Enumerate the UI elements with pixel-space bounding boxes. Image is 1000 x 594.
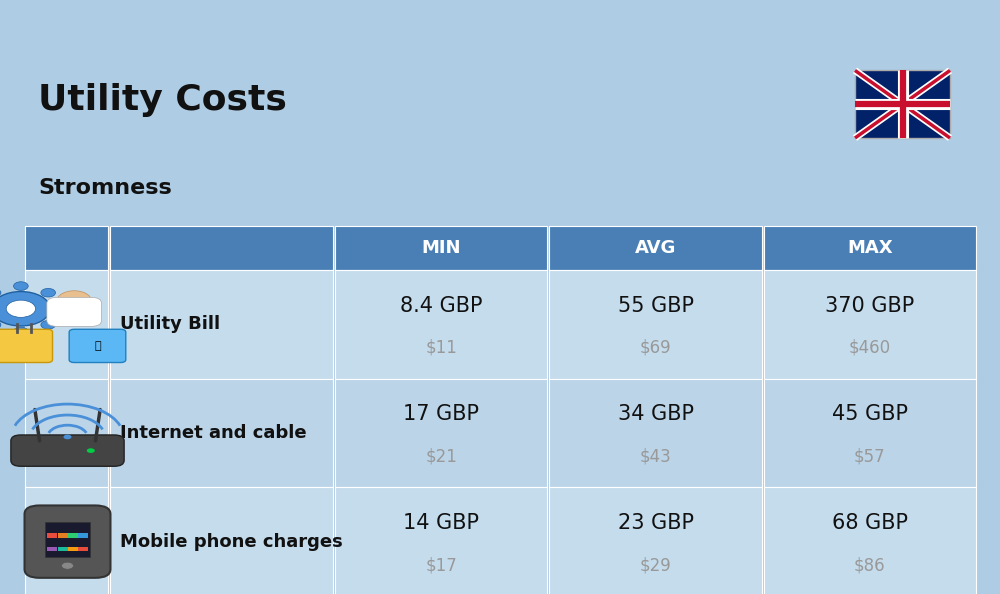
FancyBboxPatch shape — [0, 329, 53, 362]
Text: MAX: MAX — [847, 239, 893, 257]
Bar — [68, 533, 78, 538]
Bar — [25, 226, 108, 270]
Bar — [25, 487, 108, 594]
Circle shape — [57, 291, 91, 311]
Text: $17: $17 — [425, 556, 457, 574]
Bar — [25, 270, 108, 379]
Bar — [764, 226, 976, 270]
Circle shape — [41, 321, 56, 329]
Bar — [549, 270, 762, 379]
Bar — [335, 487, 547, 594]
Text: $21: $21 — [425, 447, 457, 466]
Bar — [110, 487, 333, 594]
Text: AVG: AVG — [635, 239, 676, 257]
Text: $29: $29 — [640, 556, 671, 574]
Bar — [110, 379, 333, 487]
Text: Stromness: Stromness — [38, 178, 172, 198]
Circle shape — [14, 327, 28, 336]
Bar — [549, 226, 762, 270]
FancyBboxPatch shape — [69, 329, 126, 362]
Text: MIN: MIN — [421, 239, 461, 257]
Bar — [110, 226, 333, 270]
Circle shape — [6, 300, 36, 317]
Text: 17 GBP: 17 GBP — [403, 405, 479, 424]
Bar — [764, 379, 976, 487]
Bar — [549, 379, 762, 487]
Bar — [335, 226, 547, 270]
Bar — [68, 546, 78, 551]
Bar — [335, 270, 547, 379]
Text: $69: $69 — [640, 339, 671, 357]
Circle shape — [14, 282, 28, 290]
Circle shape — [41, 289, 56, 297]
Text: $43: $43 — [640, 447, 671, 466]
Circle shape — [0, 292, 50, 326]
Text: Internet and cable: Internet and cable — [120, 424, 307, 442]
Bar — [110, 270, 333, 379]
Bar — [549, 487, 762, 594]
Circle shape — [64, 435, 71, 440]
Bar — [78, 546, 88, 551]
Text: 23 GBP: 23 GBP — [618, 513, 694, 533]
Bar — [855, 71, 950, 138]
Text: $460: $460 — [849, 339, 891, 357]
Text: Mobile phone charges: Mobile phone charges — [120, 533, 343, 551]
Text: 💧: 💧 — [94, 341, 101, 351]
Text: 34 GBP: 34 GBP — [618, 405, 694, 424]
Bar — [47, 546, 57, 551]
Bar — [764, 487, 976, 594]
Bar — [25, 379, 108, 487]
Text: 370 GBP: 370 GBP — [825, 296, 914, 315]
Text: 68 GBP: 68 GBP — [832, 513, 908, 533]
Text: 8.4 GBP: 8.4 GBP — [400, 296, 482, 315]
Bar — [45, 522, 90, 557]
Text: Utility Costs: Utility Costs — [38, 83, 287, 117]
FancyBboxPatch shape — [25, 505, 110, 578]
FancyBboxPatch shape — [47, 298, 101, 326]
Circle shape — [62, 562, 73, 569]
Text: $11: $11 — [425, 339, 457, 357]
Text: 14 GBP: 14 GBP — [403, 513, 479, 533]
Text: Utility Bill: Utility Bill — [120, 315, 220, 333]
Circle shape — [52, 305, 67, 313]
Text: $57: $57 — [854, 447, 886, 466]
Bar — [58, 546, 68, 551]
Bar — [58, 533, 68, 538]
Text: 55 GBP: 55 GBP — [618, 296, 694, 315]
Bar — [335, 379, 547, 487]
FancyBboxPatch shape — [11, 435, 124, 466]
Bar — [47, 533, 57, 538]
Bar — [78, 533, 88, 538]
Bar — [764, 270, 976, 379]
Circle shape — [87, 448, 95, 453]
Text: 45 GBP: 45 GBP — [832, 405, 908, 424]
Text: $86: $86 — [854, 556, 886, 574]
